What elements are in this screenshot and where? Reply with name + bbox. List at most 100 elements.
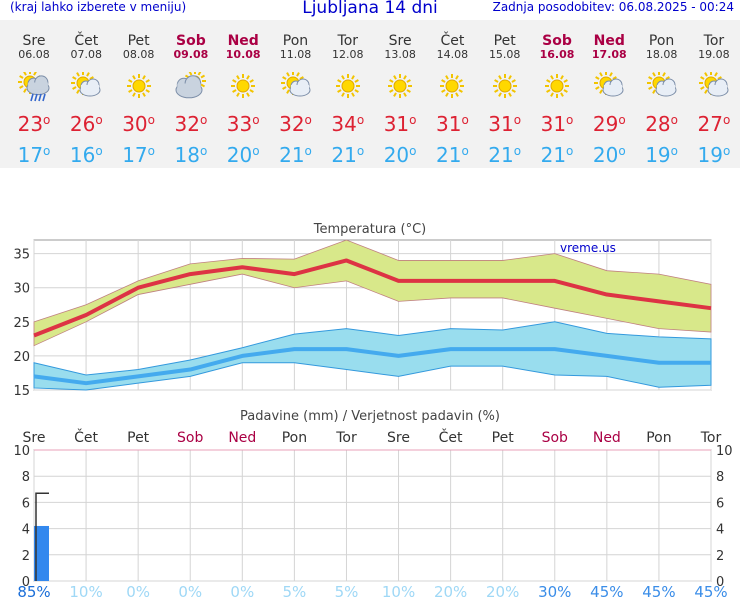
day-name: Čet [74,33,99,49]
precip-tick-label-right: 8 [716,470,724,485]
temp-min: 21o [331,143,365,167]
sun-icon [335,74,360,98]
precip-day-label: Čet [439,428,463,446]
precip-chart-title: Padavine (mm) / Verjetnost padavin (%) [240,409,500,424]
temp-min: 19o [645,143,678,167]
day-name: Tor [337,33,359,49]
day-date: 10.08 [225,48,261,61]
temp-min: 21o [279,143,312,167]
day-date: 06.08 [18,48,50,61]
temp-max: 30o [122,112,155,136]
day-name: Pon [648,33,675,49]
temp-min: 17o [17,143,51,167]
precip-tick-label-right: 10 [716,444,733,459]
temp-max: 31o [488,112,522,136]
precip-probability: 10% [382,583,415,600]
day-date: 09.08 [173,48,209,61]
temp-min: 18o [174,143,208,167]
temp-max: 28o [645,112,678,136]
day-name: Sob [176,33,206,49]
sun-icon [440,74,465,98]
sun-cloud-rain-icon [18,72,50,102]
sun-cloud-icon [280,72,310,97]
precip-tick-label-right: 6 [716,496,724,511]
day-name: Sre [388,33,412,49]
temp-max: 27o [697,112,731,136]
sun-cloud-icon [71,72,101,97]
day-date: 12.08 [332,48,364,61]
precip-probability: 5% [282,583,306,600]
day-name: Pon [282,33,309,49]
temp-tick-label: 25 [13,316,30,331]
precip-tick-label: 2 [22,549,30,564]
precip-day-label: Sre [23,430,46,446]
forecast-strip: Sre 06.08 23o 17o Čet 07.08 26o 16o Pet 08.08 30o 1… [0,20,740,168]
temp-tick-label: 30 [13,282,30,297]
precip-tick-label: 6 [22,496,30,511]
day-date: 18.08 [645,48,678,61]
day-date: 14.08 [436,48,469,61]
temp-min: 20o [383,143,417,167]
max-temp-line [33,258,712,338]
precip-tick-label: 4 [22,523,30,538]
precip-probability: 45% [590,583,623,600]
temp-max: 33o [226,112,260,136]
precip-tick-label-right: 4 [716,523,724,538]
precip-probability: 20% [434,583,467,600]
day-date: 16.08 [539,48,575,61]
precip-tick-label-right: 0 [716,575,724,590]
precip-probability: 85% [17,583,50,600]
location-hint[interactable]: (kraj lahko izberete v meniju) [10,0,187,14]
day-name: Čet [440,33,465,49]
precip-bar [34,525,49,581]
day-name: Sre [22,33,46,49]
precip-probability: 30% [538,583,571,600]
day-date: 13.08 [384,48,416,61]
precip-day-label: Pon [646,430,671,446]
last-update: Zadnja posodobitev: 06.08.2025 - 00:24 [492,0,734,14]
precip-day-label: Sob [177,430,203,446]
precip-day-label: Pon [282,430,307,446]
min-temp-line [33,347,711,386]
sun-icon [388,74,413,98]
precip-day-label: Čet [74,428,98,446]
temp-max: 31o [383,112,417,136]
precip-tick-label-right: 2 [716,549,724,564]
precip-probability: 5% [335,583,359,600]
precip-probability: 0% [178,583,202,600]
temp-max: 31o [435,112,469,136]
temp-tick-label: 35 [13,248,30,263]
sun-icon [492,74,517,98]
precip-tick-label: 10 [13,444,30,459]
temp-min: 21o [435,143,469,167]
page-title: Ljubljana 14 dni [302,0,438,18]
precip-probability: 0% [230,583,254,600]
precip-day-label: Tor [700,430,722,446]
temp-min: 16o [69,143,103,167]
day-date: 11.08 [279,48,312,61]
day-name: Tor [703,33,725,49]
precip-day-label: Ned [228,430,256,446]
temp-min: 20o [226,143,260,167]
cloud-sun-icon [175,72,206,99]
precip-day-label: Sob [542,430,568,446]
temp-chart-title: Temperatura (°C) [313,222,426,237]
temp-min: 21o [540,143,574,167]
precip-plot-area [33,449,712,582]
temp-tick-label: 15 [13,384,30,399]
temp-max: 23o [17,112,51,136]
precip-day-label: Ned [593,430,621,446]
precip-max-marker [35,492,49,581]
precip-probability: 45% [694,583,727,600]
precip-day-label: Pet [127,430,150,446]
temp-min: 17o [122,143,155,167]
temp-max: 29o [592,112,626,136]
precip-day-label: Pet [492,430,515,446]
min-temp-range [33,321,712,391]
temp-max: 32o [279,112,312,136]
temp-max: 32o [174,112,208,136]
precip-day-label: Sre [387,430,410,446]
precip-tick-label: 0 [22,575,30,590]
precip-day-label: Tor [335,430,357,446]
precip-probability: 20% [486,583,519,600]
